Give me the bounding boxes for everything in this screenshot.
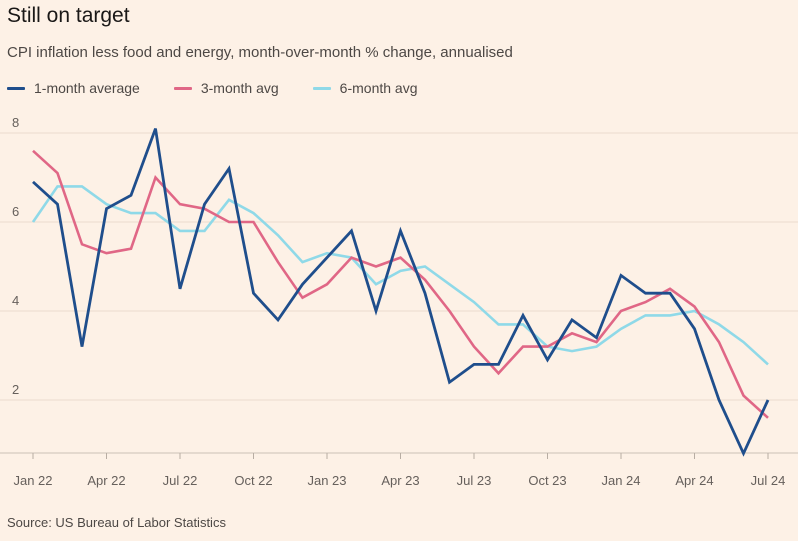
legend-item-6-month: 6-month avg	[312, 80, 418, 96]
chart-title: Still on target	[7, 4, 130, 27]
legend-swatch-1-month	[7, 86, 25, 90]
legend-swatch-3-month	[173, 86, 192, 90]
x-tick-label-jul-24: Jul 24	[751, 473, 786, 488]
x-tick-label-oct-23: Oct 23	[528, 473, 566, 488]
x-tick-label-jul-22: Jul 22	[163, 473, 198, 488]
series-line-1-month-average	[32, 128, 770, 457]
source-note: Source: US Bureau of Labor Statistics	[7, 515, 226, 530]
series-line-3-month-avg	[32, 149, 769, 419]
chart-subtitle: CPI inflation less food and energy, mont…	[7, 44, 513, 61]
legend-label-3-month: 3-month avg	[200, 80, 279, 96]
legend-item-1-month: 1-month average	[7, 80, 140, 96]
x-tick-label-jan-24: Jan 24	[601, 473, 640, 488]
y-tick-label-2: 2	[12, 382, 19, 397]
y-tick-label-4: 4	[12, 293, 19, 308]
legend-item-3-month: 3-month avg	[173, 80, 279, 96]
y-tick-label-8: 8	[12, 115, 19, 130]
y-tick-label-6: 6	[12, 204, 19, 219]
legend-label-6-month: 6-month avg	[339, 80, 418, 96]
series-line-6-month-avg	[31, 185, 769, 366]
x-tick-label-apr-22: Apr 22	[87, 473, 125, 488]
x-tick-label-jan-23: Jan 23	[307, 473, 346, 488]
x-tick-label-oct-22: Oct 22	[234, 473, 272, 488]
legend: 1-month average 3-month avg 6-month avg	[7, 80, 452, 96]
x-tick-label-apr-24: Apr 24	[675, 473, 713, 488]
x-tick-label-jul-23: Jul 23	[457, 473, 492, 488]
x-tick-label-apr-23: Apr 23	[381, 473, 419, 488]
legend-swatch-6-month	[312, 86, 331, 90]
legend-label-1-month: 1-month average	[34, 80, 140, 96]
x-tick-label-jan-22: Jan 22	[13, 473, 52, 488]
